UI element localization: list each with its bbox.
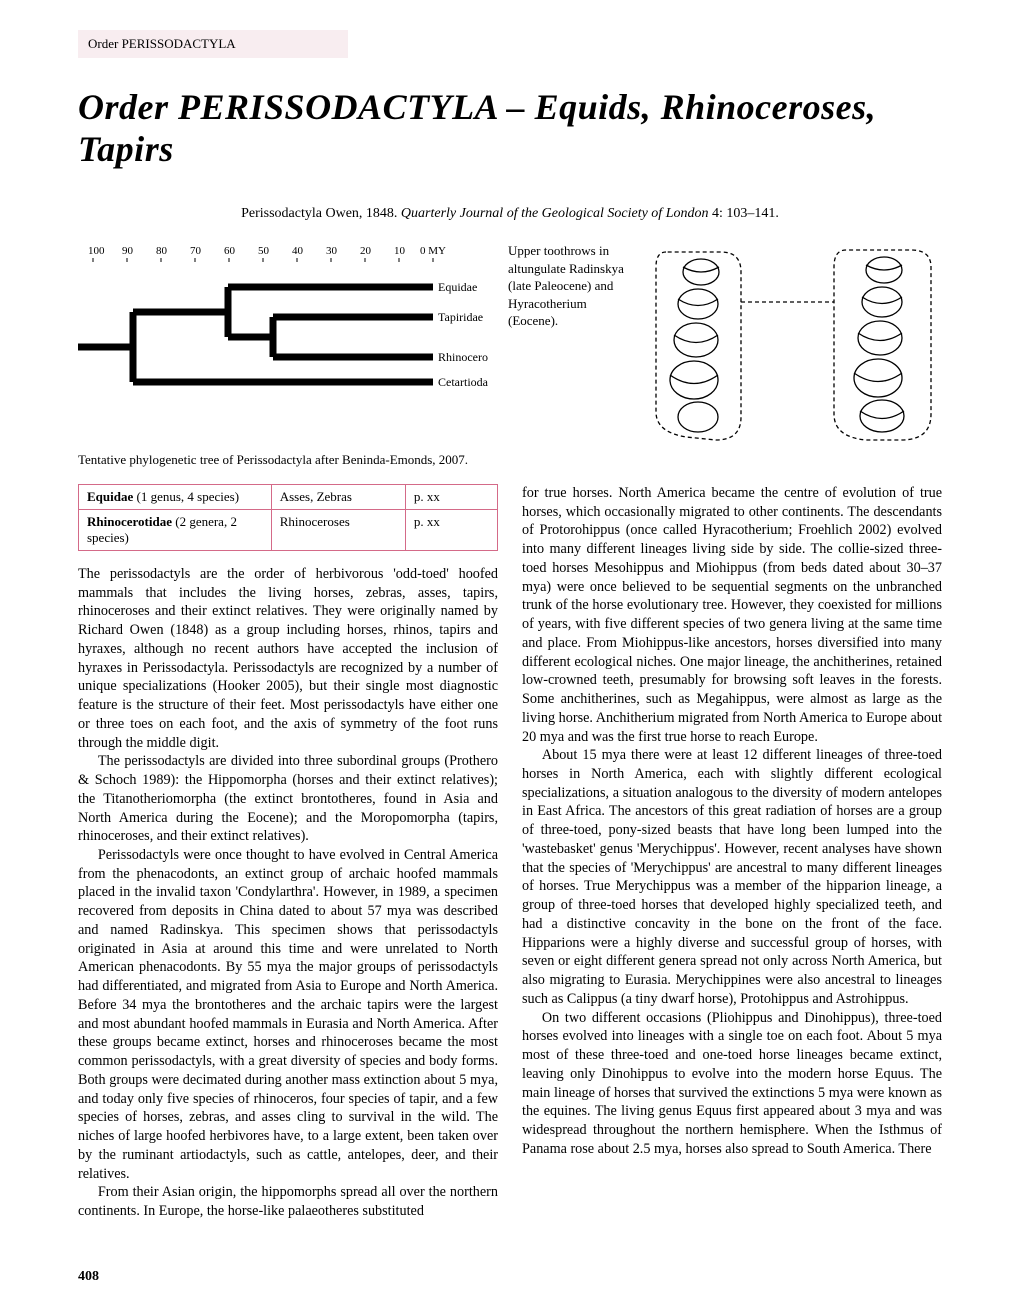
- svg-text:60: 60: [224, 245, 236, 257]
- svg-text:40: 40: [292, 245, 304, 257]
- family-common: Rhinoceroses: [271, 510, 405, 551]
- body-paragraph: for true horses. North America became th…: [522, 484, 942, 746]
- svg-text:Equidae: Equidae: [438, 280, 477, 294]
- left-column: Equidae (1 genus, 4 species) Asses, Zebr…: [78, 484, 498, 1221]
- citation-line: Perissodactyla Owen, 1848. Quarterly Jou…: [78, 206, 942, 222]
- svg-text:Cetartiodactyla: Cetartiodactyla: [438, 375, 488, 389]
- body-paragraph: The perissodactyls are the order of herb…: [78, 565, 498, 752]
- right-column: for true horses. North America became th…: [522, 484, 942, 1221]
- family-detail: (1 genus, 4 species): [133, 489, 239, 504]
- svg-text:100: 100: [88, 245, 105, 257]
- body-paragraph: On two different occasions (Pliohippus a…: [522, 1009, 942, 1159]
- phylogeny-figure: 100 90 80 70 60 50 40 30 20 10 0 MY: [78, 242, 488, 442]
- table-row: Rhinocerotidae (2 genera, 2 species) Rhi…: [79, 510, 498, 551]
- family-name: Equidae: [87, 489, 133, 504]
- citation-prefix: Perissodactyla Owen, 1848.: [241, 206, 401, 221]
- toothrow-figure: Upper toothrows in altungulate Radinskya…: [508, 242, 946, 442]
- svg-text:80: 80: [156, 245, 168, 257]
- family-page: p. xx: [405, 510, 497, 551]
- citation-journal: Quarterly Journal of the Geological Soci…: [401, 206, 709, 221]
- svg-text:70: 70: [190, 245, 202, 257]
- svg-text:Tapiridae: Tapiridae: [438, 310, 483, 324]
- body-paragraph: The perissodactyls are divided into thre…: [78, 752, 498, 846]
- body-paragraph: Perissodactyls were once thought to have…: [78, 846, 498, 1183]
- table-row: Equidae (1 genus, 4 species) Asses, Zebr…: [79, 485, 498, 510]
- svg-text:20: 20: [360, 245, 372, 257]
- family-page: p. xx: [405, 485, 497, 510]
- family-name: Rhinocerotidae: [87, 514, 172, 529]
- svg-text:90: 90: [122, 245, 134, 257]
- svg-text:50: 50: [258, 245, 270, 257]
- page-title: Order PERISSODACTYLA – Equids, Rhinocero…: [78, 86, 942, 170]
- families-table: Equidae (1 genus, 4 species) Asses, Zebr…: [78, 484, 498, 551]
- toothrow-svg: [646, 242, 946, 442]
- body-paragraph: From their Asian origin, the hippomorphs…: [78, 1183, 498, 1220]
- body-paragraph: About 15 mya there were at least 12 diff…: [522, 746, 942, 1008]
- phylogeny-caption: Tentative phylogenetic tree of Perissoda…: [78, 452, 942, 468]
- running-header-text: Order PERISSODACTYLA: [88, 36, 236, 51]
- svg-text:30: 30: [326, 245, 338, 257]
- svg-text:10: 10: [394, 245, 406, 257]
- svg-text:0 MY: 0 MY: [420, 245, 446, 257]
- running-header: Order PERISSODACTYLA: [78, 30, 348, 58]
- svg-text:Rhinocerotidae: Rhinocerotidae: [438, 350, 488, 364]
- toothrow-caption: Upper toothrows in altungulate Radinskya…: [508, 242, 638, 442]
- family-common: Asses, Zebras: [271, 485, 405, 510]
- citation-suffix: 4: 103–141.: [708, 206, 778, 221]
- phylogeny-svg: 100 90 80 70 60 50 40 30 20 10 0 MY: [78, 242, 488, 392]
- page-number: 408: [78, 1269, 99, 1285]
